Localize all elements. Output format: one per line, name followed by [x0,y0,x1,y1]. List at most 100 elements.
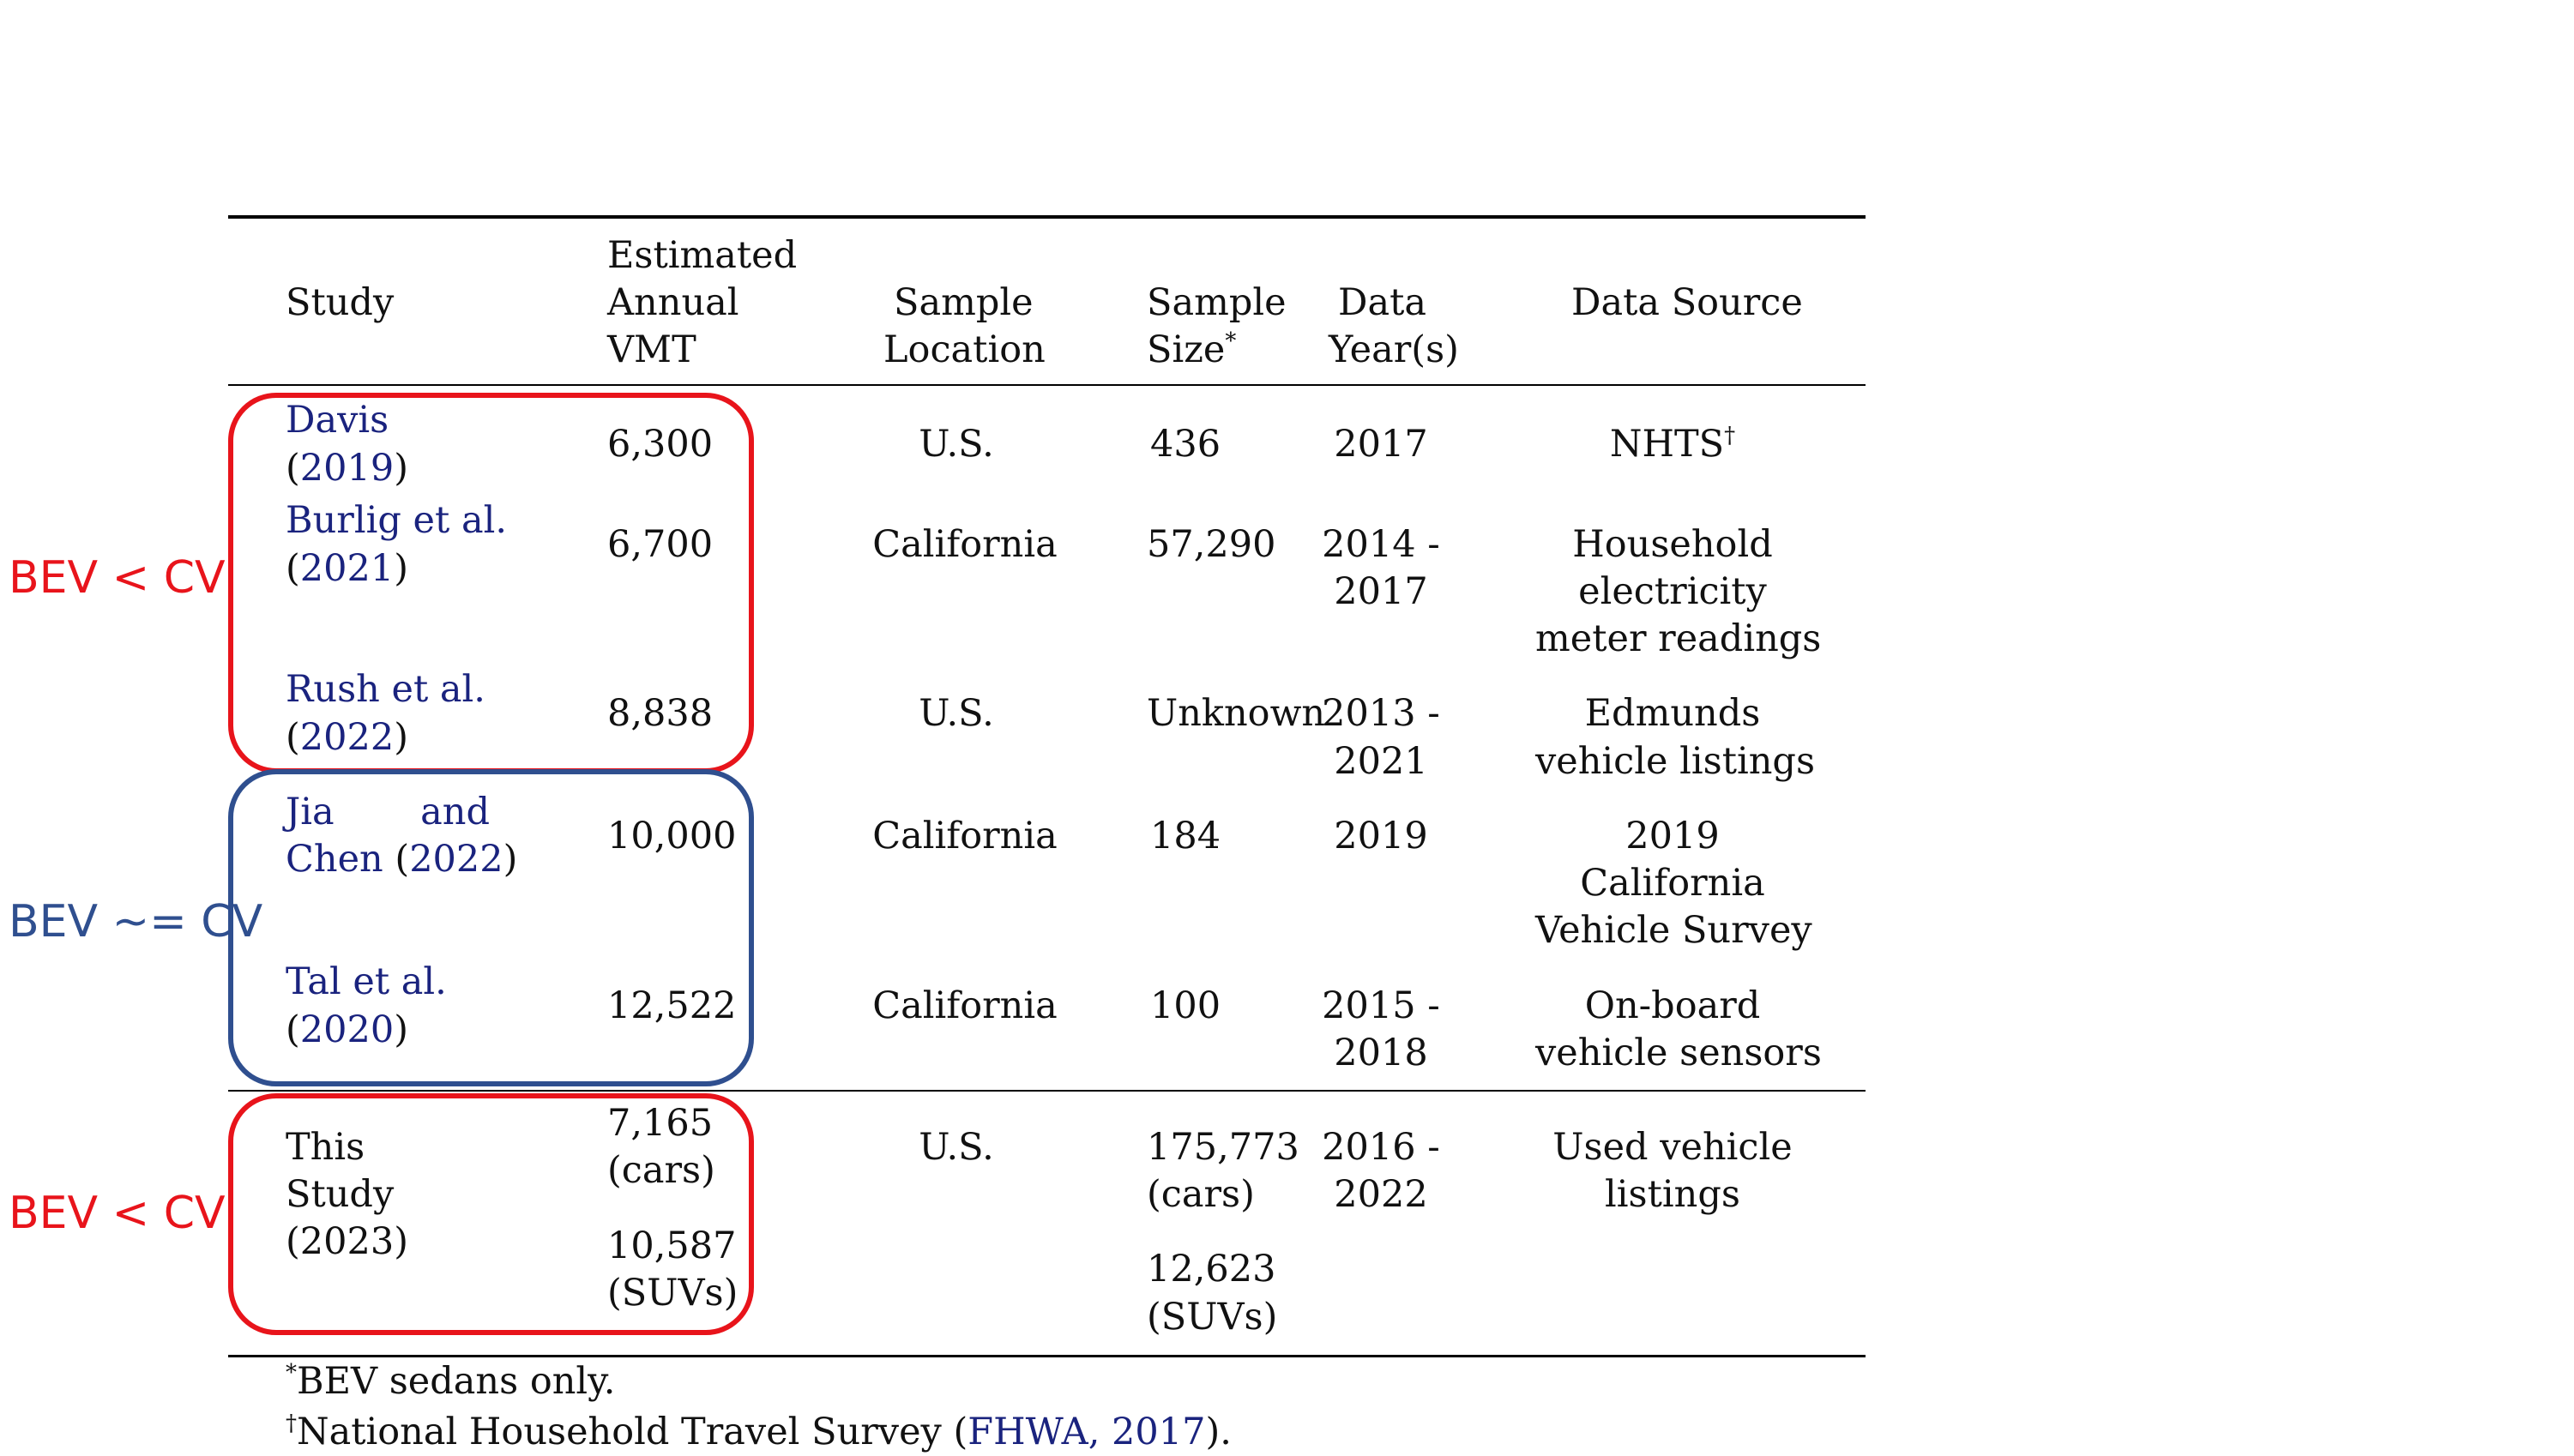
row4-location: California [872,815,1058,857]
row2-source-3: meter readings [1535,617,1822,660]
row6-study-3: (2023) [286,1220,408,1263]
highlight-box-bev-approx [228,769,754,1086]
row6-size-2: (cars) [1147,1173,1255,1216]
row5-year-2: 2018 [1334,1032,1428,1074]
row6-vmt-3: 10,587 [607,1224,737,1267]
row5-source-1: On-board [1584,984,1761,1027]
row1-location: U.S. [919,423,994,466]
highlight-box-bev-less-top [228,393,754,773]
row1-vmt: 6,300 [607,423,714,466]
row2-location: California [872,523,1058,566]
header-size-1: Sample [1147,281,1287,324]
row2-study-year[interactable]: 2021 [299,547,395,590]
header-location-1: Sample [894,281,1034,324]
footnote-1-mark: * [286,1360,297,1386]
annotation-bev-less-top: BEV < CV [9,552,226,604]
header-vmt-1: Estimated [607,234,798,277]
table-top-rule [228,215,1866,219]
row5-location: California [872,984,1058,1027]
highlight-box-bev-less-bottom [228,1093,754,1335]
row4-study-1[interactable]: Jia and [286,788,490,836]
footnote-2: †National Household Travel Survey (FHWA,… [286,1408,1232,1456]
row4-study-2: Chen (2022) [286,838,518,881]
row3-year-2: 2021 [1334,740,1428,783]
footnote-2-citation-link[interactable]: FHWA, 2017 [968,1411,1206,1453]
row4-study-name[interactable]: Chen [286,838,383,881]
row5-vmt: 12,522 [607,984,737,1027]
row4-study-1a[interactable]: Jia [286,791,335,833]
row4-study-year[interactable]: 2022 [409,838,503,881]
row5-study-2: (2020) [286,1008,408,1051]
row4-source-2: California [1580,862,1765,905]
row6-year-2: 2022 [1334,1173,1428,1216]
row5-study-year[interactable]: 2020 [299,1008,395,1051]
row5-year-1: 2015 - [1322,984,1440,1027]
row3-source-2: vehicle listings [1535,740,1816,783]
header-size-2: Size* [1147,326,1236,374]
row6-vmt-1: 7,165 [607,1102,714,1145]
row5-source-2: vehicle sensors [1535,1032,1822,1074]
header-study: Study [286,281,395,324]
header-rule [228,384,1866,386]
footnote-1: *BEV sedans only. [286,1357,615,1405]
row3-study-1[interactable]: Rush et al. [286,668,485,711]
row2-source-1: Household [1572,523,1773,566]
row1-size: 436 [1150,423,1221,466]
header-year-1: Data [1338,281,1427,324]
row2-year-1: 2014 - [1322,523,1440,566]
footnote-2-text: National Household Travel Survey ( [297,1411,968,1453]
row2-year-2: 2017 [1334,570,1428,613]
header-vmt-2: Annual [607,281,739,324]
row3-source-1: Edmunds [1584,692,1761,735]
row3-location: U.S. [919,692,994,735]
row4-source-1: 2019 [1625,815,1720,857]
row2-study-1[interactable]: Burlig et al. [286,499,507,542]
row3-vmt: 8,838 [607,692,714,735]
row4-vmt: 10,000 [607,815,737,857]
row4-study-1b[interactable]: and [420,791,490,833]
row5-size: 100 [1150,984,1221,1027]
row6-source-2: listings [1605,1173,1740,1216]
header-vmt-3: VMT [607,328,696,371]
row3-study-year[interactable]: 2022 [299,716,395,759]
row4-source-3: Vehicle Survey [1535,909,1812,952]
row4-year: 2019 [1334,815,1428,857]
row2-vmt: 6,700 [607,523,714,566]
row6-size-4: (SUVs) [1147,1296,1278,1339]
annotation-bev-approx: BEV ~= CV [9,896,263,948]
header-source: Data Source [1571,281,1803,324]
row6-study-2: Study [286,1173,395,1216]
header-size-2-text: Size [1147,328,1226,371]
row6-source-1: Used vehicle [1552,1126,1793,1169]
table-bottom-rule [228,1355,1866,1357]
row6-vmt-2: (cars) [607,1149,715,1192]
row6-location: U.S. [919,1126,994,1169]
row6-study-1: This [286,1126,365,1169]
row1-study-2: (2019) [286,447,408,490]
row3-study-2: (2022) [286,716,408,759]
header-year-2: Year(s) [1329,328,1459,371]
row1-study-1[interactable]: Davis [286,399,389,442]
row1-year: 2017 [1334,423,1428,466]
header-location-2: Location [883,328,1046,371]
row3-year-1: 2013 - [1322,692,1440,735]
row5-study-1[interactable]: Tal et al. [286,960,447,1003]
row2-source-2: electricity [1578,570,1767,613]
row1-source-text: NHTS [1609,423,1725,466]
row2-size: 57,290 [1147,523,1276,566]
row6-size-3: 12,623 [1147,1248,1276,1291]
footnote-2-mark: † [286,1411,297,1436]
row4-size: 184 [1150,815,1221,857]
annotation-bev-less-bottom: BEV < CV [9,1188,226,1239]
row6-size-1: 175,773 [1147,1126,1299,1169]
row6-year-1: 2016 - [1322,1126,1440,1169]
row1-source: NHTS† [1535,420,1810,468]
body-separator-rule [228,1090,1866,1092]
row3-size: Unknown [1147,692,1326,735]
header-size-mark: * [1225,328,1237,354]
row1-study-year[interactable]: 2019 [299,447,395,490]
footnote-1-text: BEV sedans only. [297,1360,616,1403]
row1-source-mark: † [1724,423,1736,448]
footnote-2-end: ). [1205,1411,1232,1453]
row2-study-2: (2021) [286,547,408,590]
